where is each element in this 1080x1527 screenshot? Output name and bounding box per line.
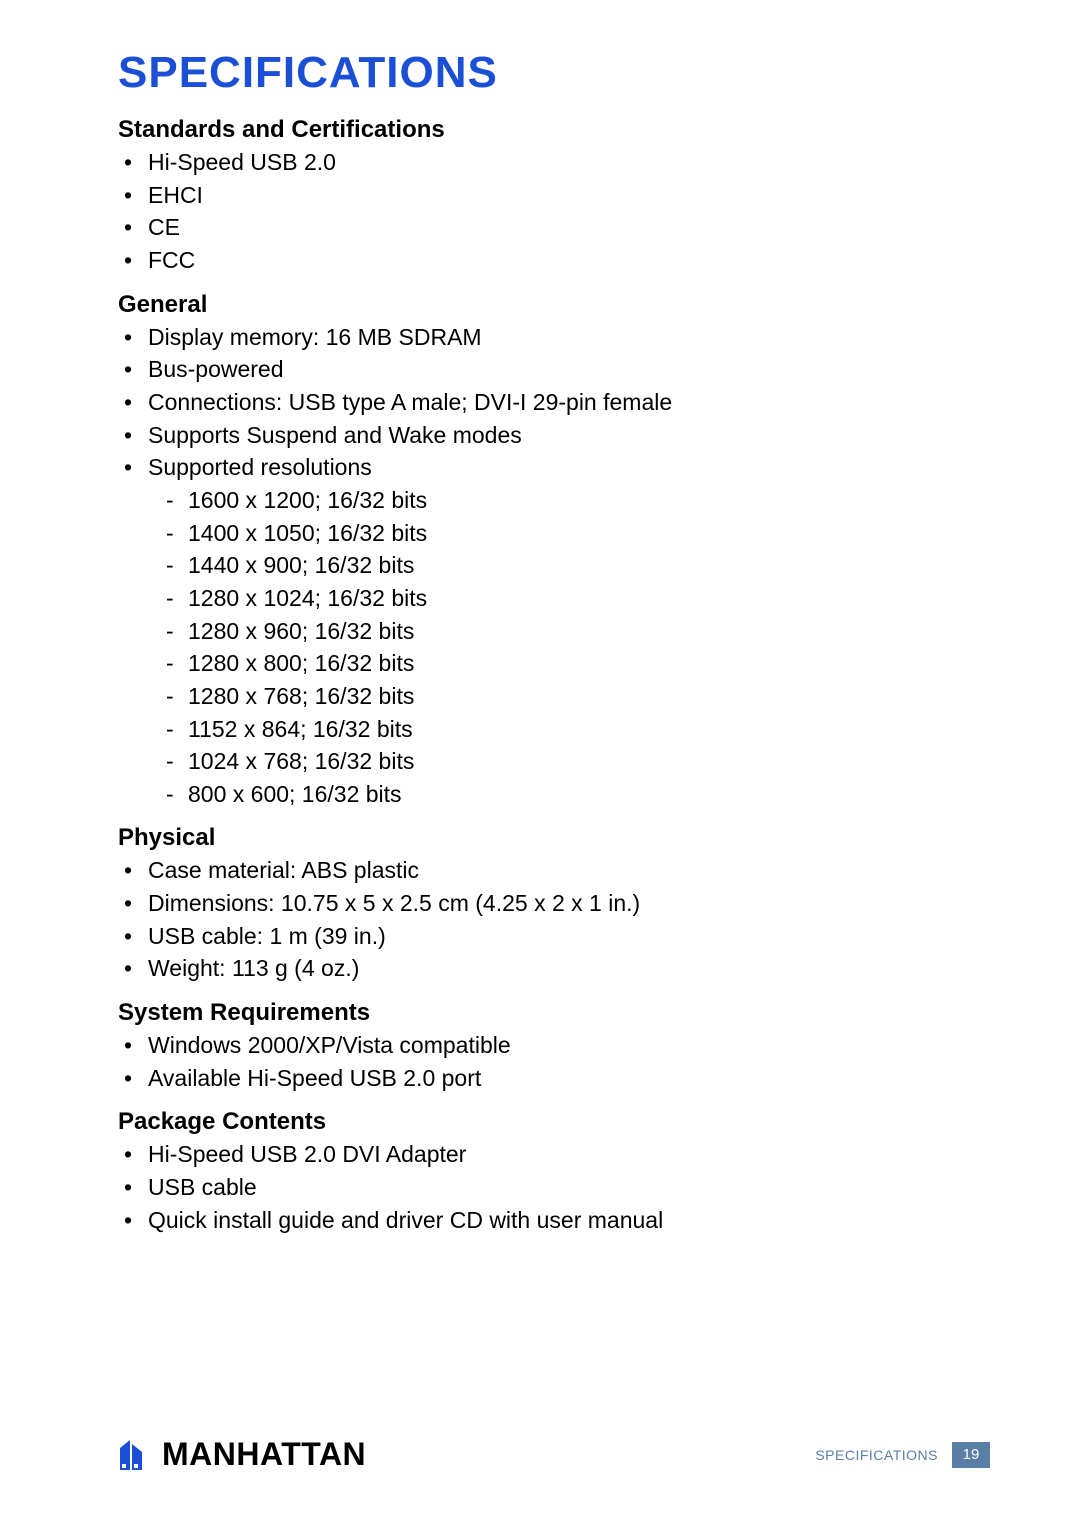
list-item: Display memory: 16 MB SDRAM (118, 321, 990, 354)
sub-list-item: 1280 x 960; 16/32 bits (118, 615, 990, 648)
brand-logo: MANHATTAN (118, 1436, 366, 1473)
section-heading: Standards and Certifications (118, 116, 990, 144)
list-item: CE (118, 211, 990, 244)
sub-list-item: 1280 x 768; 16/32 bits (118, 680, 990, 713)
logo-mark-icon (118, 1438, 156, 1472)
list-item: Bus-powered (118, 353, 990, 386)
bullet-list: Hi-Speed USB 2.0 DVI AdapterUSB cableQui… (118, 1138, 990, 1236)
section-heading: General (118, 291, 990, 319)
section-heading: System Requirements (118, 999, 990, 1027)
list-item: EHCI (118, 179, 990, 212)
bullet-list: Case material: ABS plasticDimensions: 10… (118, 854, 990, 985)
sub-list: 1600 x 1200; 16/32 bits1400 x 1050; 16/3… (118, 484, 990, 811)
list-item: Supported resolutions (118, 451, 990, 484)
footer: MANHATTAN SPECIFICATIONS 19 (118, 1436, 990, 1473)
list-item: Case material: ABS plastic (118, 854, 990, 887)
sub-list-item: 1280 x 1024; 16/32 bits (118, 582, 990, 615)
list-item: Hi-Speed USB 2.0 (118, 146, 990, 179)
list-item: Quick install guide and driver CD with u… (118, 1204, 990, 1237)
list-item: Dimensions: 10.75 x 5 x 2.5 cm (4.25 x 2… (118, 887, 990, 920)
sub-list-item: 1600 x 1200; 16/32 bits (118, 484, 990, 517)
sub-list-item: 1152 x 864; 16/32 bits (118, 713, 990, 746)
sub-list-item: 1024 x 768; 16/32 bits (118, 745, 990, 778)
list-item: FCC (118, 244, 990, 277)
list-item: Windows 2000/XP/Vista compatible (118, 1029, 990, 1062)
bullet-list: Display memory: 16 MB SDRAMBus-poweredCo… (118, 321, 990, 811)
page-title: SPECIFICATIONS (118, 48, 990, 98)
section-heading: Package Contents (118, 1108, 990, 1136)
list-item: USB cable (118, 1171, 990, 1204)
list-item: Hi-Speed USB 2.0 DVI Adapter (118, 1138, 990, 1171)
bullet-list: Hi-Speed USB 2.0EHCICEFCC (118, 146, 990, 277)
list-item: USB cable: 1 m (39 in.) (118, 920, 990, 953)
sub-list-item: 800 x 600; 16/32 bits (118, 778, 990, 811)
list-item: Available Hi-Speed USB 2.0 port (118, 1062, 990, 1095)
sub-list-item: 1280 x 800; 16/32 bits (118, 647, 990, 680)
footer-section-label: SPECIFICATIONS (815, 1447, 938, 1463)
footer-right: SPECIFICATIONS 19 (815, 1442, 990, 1468)
list-item: Connections: USB type A male; DVI-I 29-p… (118, 386, 990, 419)
page-number: 19 (952, 1442, 990, 1468)
list-item: Supports Suspend and Wake modes (118, 419, 990, 452)
logo-text: MANHATTAN (162, 1436, 366, 1473)
sub-list-item: 1400 x 1050; 16/32 bits (118, 517, 990, 550)
bullet-list: Windows 2000/XP/Vista compatibleAvailabl… (118, 1029, 990, 1094)
sub-list-item: 1440 x 900; 16/32 bits (118, 549, 990, 582)
list-item: Weight: 113 g (4 oz.) (118, 952, 990, 985)
section-heading: Physical (118, 824, 990, 852)
